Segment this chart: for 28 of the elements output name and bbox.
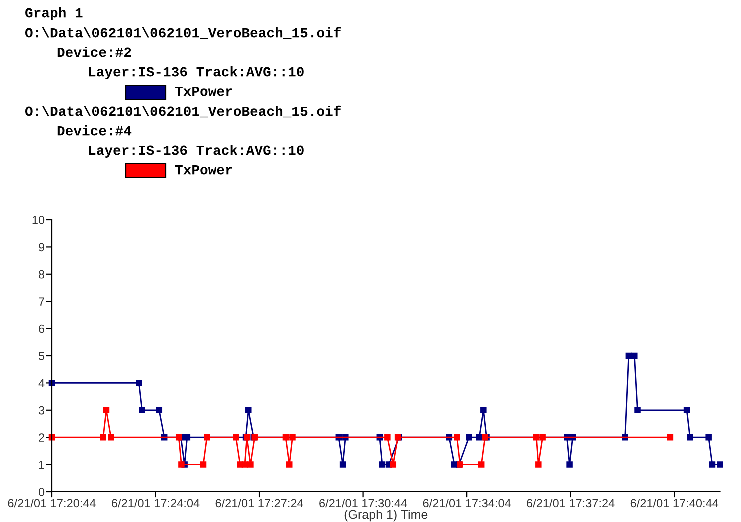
x-axis-title: (Graph 1) Time [344, 510, 428, 522]
x-tick-label: 6/21/01 17:37:24 [527, 498, 615, 508]
y-tick-label: 7 [39, 298, 44, 306]
x-tick-label: 6/21/01 17:30:44 [320, 498, 408, 508]
text: Layer:IS-136 Track:AVG::10 [89, 66, 304, 80]
legend-label: TxPower [175, 86, 232, 96]
text: Device:#2 [58, 47, 132, 58]
y-tick-label: 9 [39, 243, 44, 252]
y-tick-label: 10 [32, 216, 45, 224]
y-tick-label: 3 [38, 406, 45, 415]
x-tick-label: 6/21/01 17:24:04 [112, 498, 200, 508]
chart-title: Graph 1 [26, 8, 83, 20]
x-tick-label: 6/21/01 17:27:24 [216, 498, 304, 508]
y-tick-label: 8 [39, 270, 45, 279]
y-tick-label: 6 [39, 324, 45, 334]
text: Device:#4 [58, 126, 132, 136]
y-tick-label: 5 [38, 352, 45, 360]
text: Layer:IS-136 Track:AVG::10 [89, 145, 304, 158]
text: O:\Data\062101\062101_VeroBeach_15.oif [25, 27, 341, 40]
y-tick-label: 1 [39, 460, 44, 470]
legend-label: TxPower [175, 165, 232, 175]
y-tick-label: 0 [38, 488, 45, 496]
x-tick-label: 6/21/01 17:34:04 [423, 498, 512, 508]
text: O:\Data\062101\062101_VeroBeach_15.oif [25, 106, 341, 118]
x-tick-label: 6/21/01 17:20:44 [8, 498, 96, 508]
y-tick-label: 2 [39, 434, 44, 442]
y-tick-label: 4 [38, 379, 45, 388]
x-tick-label: 6/21/01 17:40:44 [630, 498, 719, 508]
